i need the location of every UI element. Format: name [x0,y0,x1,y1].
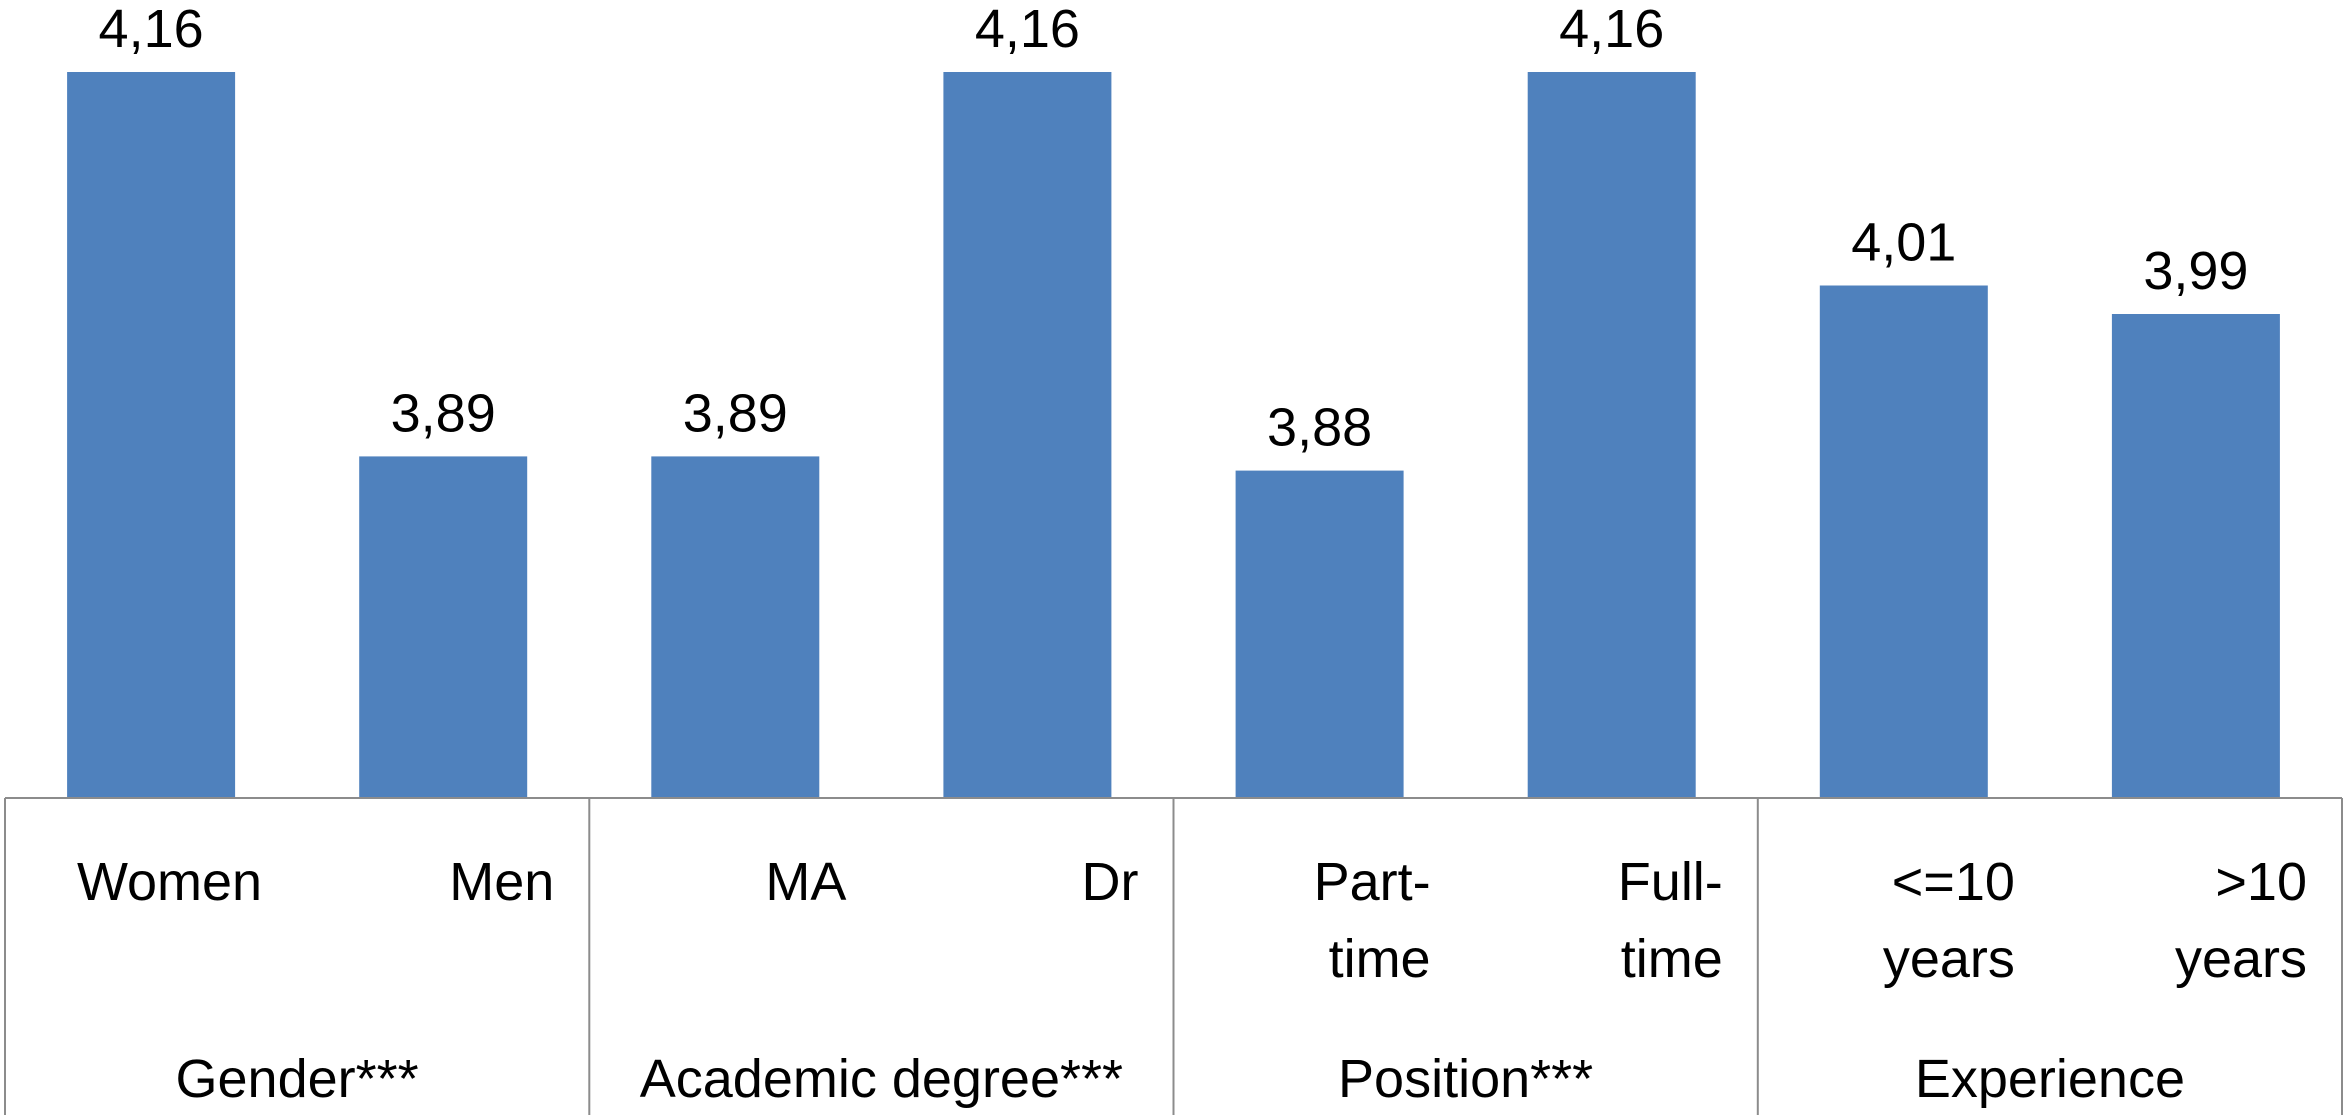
value-label-3: 4,16 [975,0,1080,59]
group-label-0: Gender*** [176,1049,419,1109]
bar-0 [67,72,236,798]
category-label-5: Full-time [1618,852,1723,989]
category-label-0: Women [77,852,262,912]
value-label-1: 3,89 [391,383,496,443]
bars-layer [67,72,2280,798]
value-label-0: 4,16 [99,0,204,59]
category-label-4: Part-time [1314,852,1431,989]
bar-1 [359,456,528,798]
group-label-2: Position*** [1338,1049,1593,1109]
category-label-3: Dr [1082,852,1139,912]
bar-5 [1527,72,1696,798]
value-label-4: 3,88 [1267,398,1372,458]
bar-7 [2111,314,2280,798]
value-label-2: 3,89 [683,383,788,443]
bar-6 [1819,285,1988,798]
category-label-6: <=10 years [1883,852,2015,989]
value-label-6: 4,01 [1851,213,1956,273]
category-label-7: >10 years [2175,852,2307,989]
bar-4 [1235,470,1404,798]
group-labels-layer: Gender*** Academic degree*** Position*** Ex… [176,1049,2185,1109]
bar-3 [943,72,1112,798]
value-label-5: 4,16 [1559,0,1664,59]
category-labels-layer: Women Men MA Dr Part-time Full-time <=10 years >… [77,852,2307,989]
category-label-2: MA [765,852,846,912]
category-label-1: Men [449,852,554,912]
value-label-7: 3,99 [2143,241,2248,301]
value-labels-layer: 4,16 3,89 3,89 4,16 3,88 4,16 4,01 3,99 [99,0,2249,458]
bar-2 [651,456,820,798]
group-label-1: Academic degree*** [640,1049,1123,1109]
category-axis [4,797,2343,1115]
group-label-3: Experience [1915,1049,2185,1109]
